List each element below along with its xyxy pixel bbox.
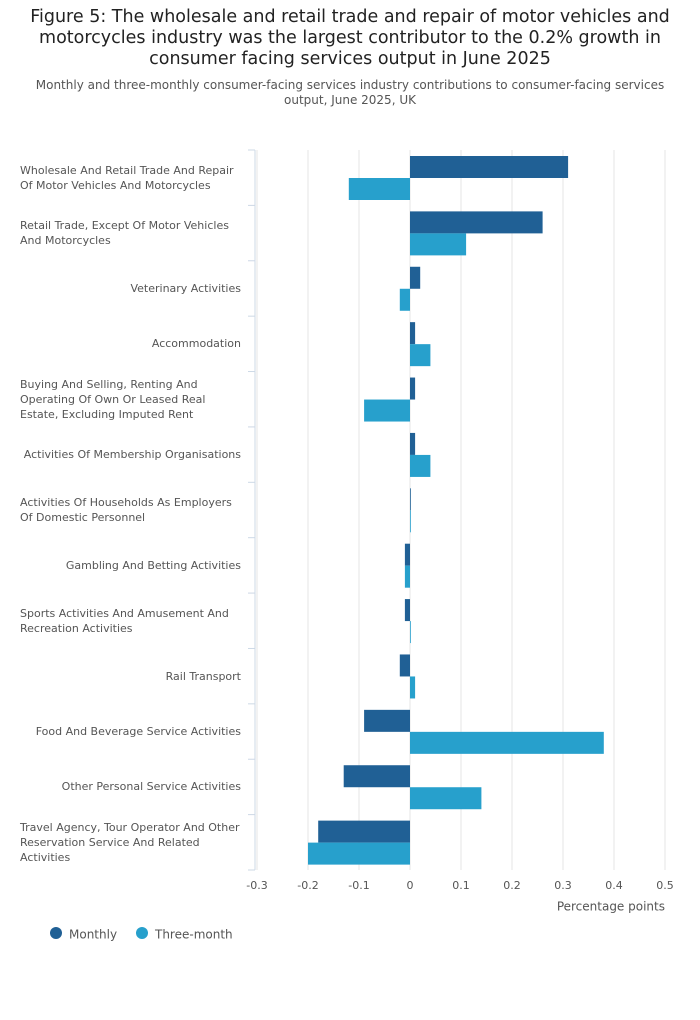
- y-tick-label: Gambling And Betting Activities: [65, 558, 241, 572]
- y-tick-label: Activities Of Households As Employers Of…: [20, 495, 232, 524]
- x-tick-label: -0.1: [348, 879, 369, 892]
- bar: [410, 266, 421, 289]
- legend-marker: [136, 927, 148, 939]
- legend-label: Monthly: [69, 928, 117, 942]
- y-tick-label-box: Retail Trade, Except Of Motor Vehicles A…: [20, 205, 241, 260]
- y-tick-label-box: Activities Of Membership Organisations: [20, 427, 241, 482]
- y-tick-label: Accommodation: [151, 337, 241, 351]
- chart-subtitle: Monthly and three-monthly consumer-facin…: [35, 78, 665, 107]
- bar: [410, 488, 411, 511]
- bar: [410, 621, 411, 644]
- bar: [404, 599, 410, 622]
- bar: [364, 709, 410, 732]
- bar: [404, 565, 410, 588]
- legend-label: Three-month: [154, 928, 233, 942]
- y-tick-label-box: Sports Activities And Amusement And Recr…: [20, 593, 241, 648]
- y-tick-label-box: Accommodation: [20, 316, 241, 371]
- y-tick-label: Travel Agency, Tour Operator And Other R…: [20, 820, 240, 864]
- bar: [318, 820, 410, 843]
- x-tick-label: -0.2: [297, 879, 318, 892]
- bar: [343, 765, 410, 788]
- y-tick-label: Rail Transport: [165, 669, 241, 683]
- x-tick-label: 0.1: [452, 879, 470, 892]
- bar: [410, 344, 431, 367]
- y-tick-label: Veterinary Activities: [130, 281, 241, 295]
- bar: [410, 731, 604, 754]
- y-tick-label-box: Veterinary Activities: [20, 261, 241, 316]
- legend-marker: [50, 927, 62, 939]
- y-tick-label: Buying And Selling, Renting And Operatin…: [20, 377, 206, 421]
- bar: [404, 543, 410, 566]
- bar: [364, 399, 410, 422]
- x-tick-label: 0.5: [656, 879, 674, 892]
- x-tick-label: 0: [407, 879, 414, 892]
- bar: [410, 211, 543, 234]
- y-tick-label-box: Activities Of Households As Employers Of…: [20, 482, 241, 537]
- bar: [410, 510, 411, 533]
- bar: [410, 454, 431, 477]
- y-tick-label-box: Gambling And Betting Activities: [20, 538, 241, 593]
- y-tick-label-box: Food And Beverage Service Activities: [20, 704, 241, 759]
- y-tick-label: Retail Trade, Except Of Motor Vehicles A…: [20, 219, 229, 248]
- y-tick-label-box: Other Personal Service Activities: [20, 759, 241, 814]
- bar: [410, 377, 416, 400]
- x-tick-label: 0.2: [503, 879, 521, 892]
- y-tick-label: Other Personal Service Activities: [61, 780, 241, 794]
- bar: [348, 178, 410, 200]
- x-axis-title: Percentage points: [557, 900, 665, 914]
- y-tick-label-box: Buying And Selling, Renting And Operatin…: [20, 372, 241, 427]
- x-tick-label: 0.3: [554, 879, 572, 892]
- bar: [410, 432, 416, 455]
- bar: [410, 676, 416, 699]
- bar: [410, 787, 482, 810]
- y-tick-label: Wholesale And Retail Trade And Repair Of…: [20, 163, 234, 192]
- x-tick-label: -0.3: [246, 879, 267, 892]
- y-tick-label: Activities Of Membership Organisations: [23, 448, 241, 462]
- y-tick-label-box: Rail Transport: [20, 648, 241, 703]
- bar: [399, 288, 410, 311]
- y-tick-label-box: Wholesale And Retail Trade And Repair Of…: [20, 150, 241, 205]
- y-tick-label-box: Travel Agency, Tour Operator And Other R…: [20, 815, 241, 870]
- bar: [410, 233, 467, 256]
- chart-title: Figure 5: The wholesale and retail trade…: [30, 7, 670, 69]
- x-tick-label: 0.4: [605, 879, 623, 892]
- y-tick-label: Sports Activities And Amusement And Recr…: [20, 606, 229, 635]
- bar: [308, 842, 410, 865]
- bar: [399, 654, 410, 677]
- bar: [410, 322, 416, 345]
- bar: [410, 156, 569, 178]
- y-tick-label: Food And Beverage Service Activities: [35, 725, 241, 739]
